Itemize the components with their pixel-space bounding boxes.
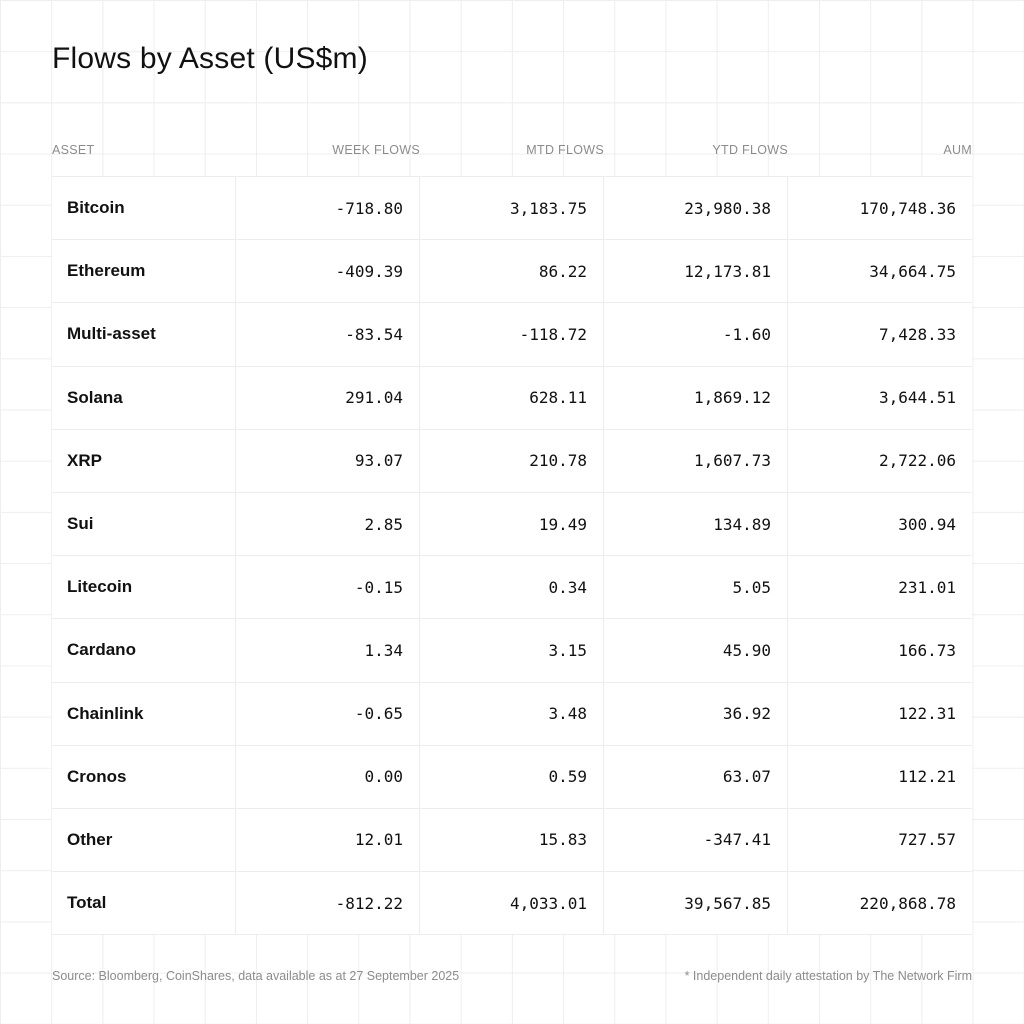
mtd-flows-cell: 3.48	[420, 682, 604, 745]
mtd-flows-cell: 210.78	[420, 429, 604, 492]
asset-name-cell: Ethereum	[52, 240, 236, 303]
mtd-flows-cell: 19.49	[420, 492, 604, 556]
week-flows-cell: 1.34	[236, 619, 420, 682]
ytd-flows-cell: 12,173.81	[604, 240, 788, 303]
week-flows-cell: -812.22	[236, 872, 420, 935]
mtd-flows-cell: 628.11	[420, 366, 604, 429]
header-week-flows: WEEK FLOWS	[332, 143, 420, 157]
ytd-flows-cell: 45.90	[604, 619, 788, 682]
table-row: Litecoin -0.15 0.34 5.05 231.01	[52, 556, 972, 620]
header-aum: AUM	[943, 143, 972, 157]
week-flows-cell: -718.80	[236, 177, 420, 240]
aum-cell: 34,664.75	[869, 261, 956, 281]
mtd-flows-cell: 0.59	[420, 745, 604, 808]
header-ytd-flows: YTD FLOWS	[712, 143, 788, 157]
mtd-flows-cell: 3,183.75	[420, 177, 604, 240]
table-row: Multi-asset -83.54 -118.72 -1.60 7,428.33	[52, 303, 972, 367]
table-row: Sui 2.85 19.49 134.89 300.94	[52, 492, 972, 557]
header-mtd-flows: MTD FLOWS	[526, 143, 604, 157]
mtd-flows-cell: 3.15	[420, 619, 604, 682]
table-row: Chainlink -0.65 3.48 36.92 122.31	[52, 682, 972, 746]
table-row: Solana 291.04 628.11 1,869.12 3,644.51	[52, 366, 972, 430]
aum-cell: 220,868.78	[859, 893, 956, 913]
aum-cell: 170,748.36	[859, 198, 956, 218]
mtd-flows-cell: 4,033.01	[420, 872, 604, 935]
table-row: Cronos 0.00 0.59 63.07 112.21	[52, 745, 972, 809]
table-row: Other 12.01 15.83 -347.41 727.57	[52, 808, 972, 873]
mtd-flows-cell: -118.72	[420, 303, 604, 366]
aum-cell: 300.94	[898, 514, 956, 534]
asset-name-cell: Litecoin	[52, 556, 236, 619]
week-flows-cell: 12.01	[236, 808, 420, 872]
mtd-flows-cell: 15.83	[420, 808, 604, 872]
table-header: ASSET WEEK FLOWS MTD FLOWS YTD FLOWS AUM	[52, 140, 972, 162]
aum-cell: 112.21	[898, 767, 956, 787]
aum-cell: 3,644.51	[878, 388, 956, 408]
table-row: Cardano 1.34 3.15 45.90 166.73	[52, 619, 972, 683]
chart-title: Flows by Asset (US$m)	[52, 42, 368, 75]
attestation-note: * Independent daily attestation by The N…	[684, 969, 972, 983]
ytd-flows-cell: 23,980.38	[604, 177, 788, 240]
asset-name-cell: Sui	[52, 492, 236, 556]
asset-name-cell: Other	[52, 808, 236, 872]
week-flows-cell: 93.07	[236, 429, 420, 492]
week-flows-cell: -83.54	[236, 303, 420, 366]
ytd-flows-cell: 1,869.12	[604, 366, 788, 429]
table-row: Ethereum -409.39 86.22 12,173.81 34,664.75	[52, 240, 972, 304]
flows-table: Bitcoin -718.80 3,183.75 23,980.38 170,748.3…	[52, 176, 972, 936]
week-flows-cell: -0.65	[236, 682, 420, 745]
mtd-flows-cell: 0.34	[420, 556, 604, 619]
asset-name-cell: Total	[52, 872, 236, 935]
table-row: XRP 93.07 210.78 1,607.73 2,722.06	[52, 429, 972, 493]
ytd-flows-cell: 1,607.73	[604, 429, 788, 492]
asset-name-cell: XRP	[52, 429, 236, 492]
ytd-flows-cell: 39,567.85	[604, 872, 788, 935]
asset-name-cell: Cronos	[52, 745, 236, 808]
header-asset: ASSET	[52, 143, 95, 157]
week-flows-cell: 291.04	[236, 366, 420, 429]
week-flows-cell: -0.15	[236, 556, 420, 619]
mtd-flows-cell: 86.22	[420, 240, 604, 303]
aum-cell: 166.73	[898, 640, 956, 660]
aum-cell: 7,428.33	[878, 324, 956, 344]
ytd-flows-cell: -347.41	[604, 808, 788, 872]
ytd-flows-cell: 5.05	[604, 556, 788, 619]
ytd-flows-cell: -1.60	[604, 303, 788, 366]
asset-name-cell: Multi-asset	[52, 303, 236, 366]
asset-name-cell: Chainlink	[52, 682, 236, 745]
asset-name-cell: Bitcoin	[52, 177, 236, 240]
asset-name-cell: Cardano	[52, 619, 236, 682]
aum-cell: 122.31	[898, 704, 956, 724]
aum-cell: 727.57	[898, 830, 956, 850]
week-flows-cell: -409.39	[236, 240, 420, 303]
ytd-flows-cell: 36.92	[604, 682, 788, 745]
asset-name-cell: Solana	[52, 366, 236, 429]
table-row: Total -812.22 4,033.01 39,567.85 220,868.78	[52, 872, 972, 936]
table-row: Bitcoin -718.80 3,183.75 23,980.38 170,748.3…	[52, 177, 972, 241]
aum-cell: 2,722.06	[878, 451, 956, 471]
source-note: Source: Bloomberg, CoinShares, data avai…	[52, 969, 460, 983]
ytd-flows-cell: 134.89	[604, 492, 788, 556]
aum-cell: 231.01	[898, 577, 956, 597]
week-flows-cell: 2.85	[236, 492, 420, 556]
week-flows-cell: 0.00	[236, 745, 420, 808]
ytd-flows-cell: 63.07	[604, 745, 788, 808]
